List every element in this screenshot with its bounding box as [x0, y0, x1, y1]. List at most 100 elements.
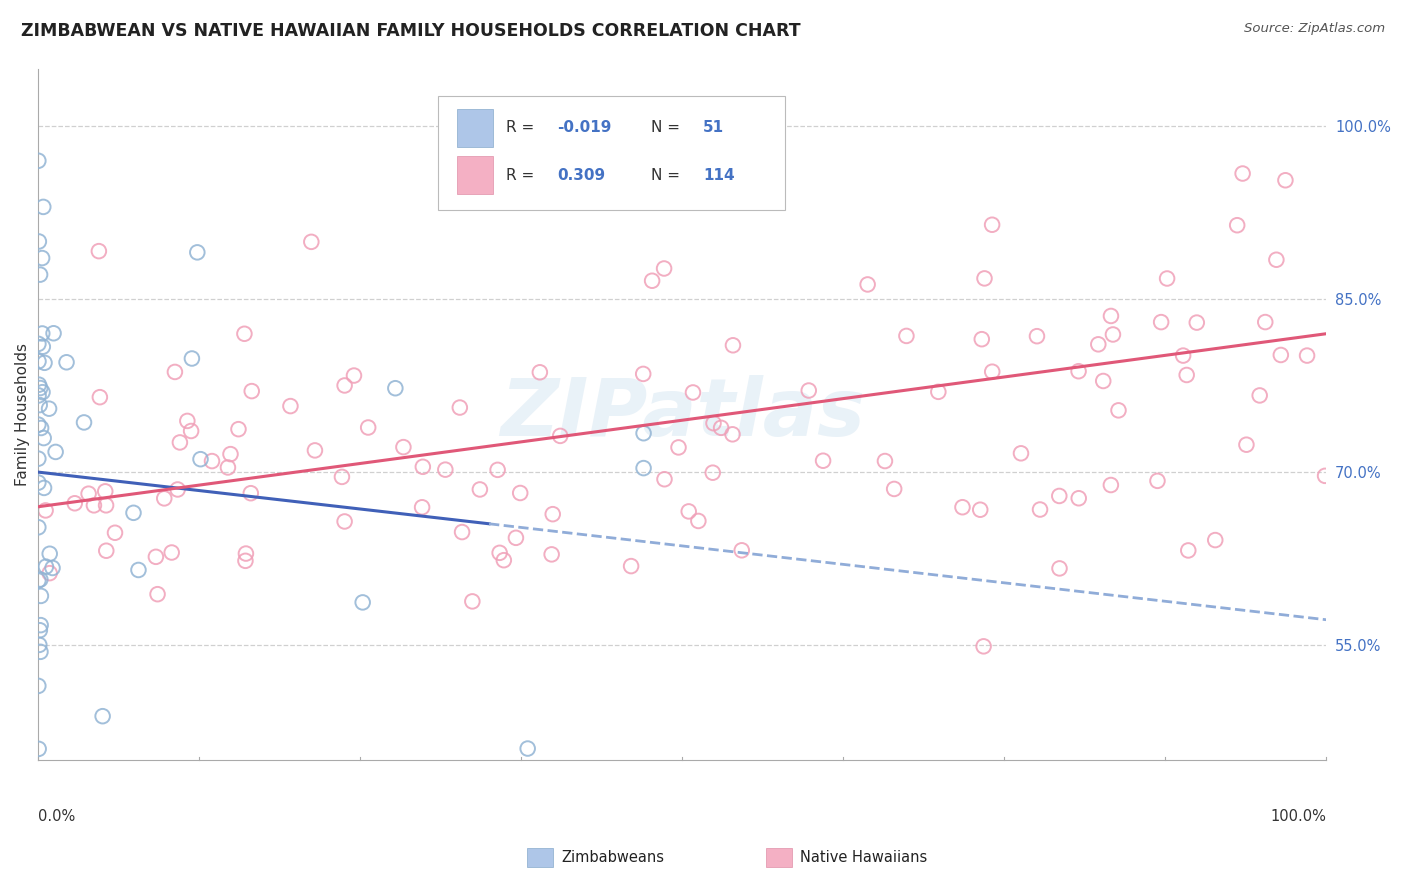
- Text: -0.019: -0.019: [557, 120, 612, 136]
- Point: [731, 543, 754, 558]
- Point: [38, 566, 60, 581]
- Point: [122, 506, 145, 520]
- Point: [228, 422, 250, 436]
- Point: [28, 377, 51, 392]
- Point: [981, 218, 1004, 232]
- Point: [28, 398, 51, 412]
- Point: [641, 274, 664, 288]
- Point: [688, 514, 710, 528]
- Point: [384, 381, 406, 395]
- Point: [509, 486, 531, 500]
- Y-axis label: Family Households: Family Households: [15, 343, 30, 486]
- Point: [166, 483, 188, 497]
- Point: [973, 271, 995, 285]
- Point: [28, 235, 51, 249]
- Point: [1175, 368, 1198, 382]
- Point: [31, 340, 53, 354]
- Point: [357, 420, 380, 434]
- Point: [94, 484, 117, 499]
- Point: [969, 502, 991, 516]
- Point: [1171, 349, 1194, 363]
- Point: [87, 244, 110, 259]
- Point: [28, 742, 51, 756]
- Point: [30, 618, 52, 632]
- Text: 114: 114: [703, 168, 734, 183]
- Point: [104, 525, 127, 540]
- Point: [42, 326, 65, 341]
- Point: [1108, 403, 1130, 417]
- Point: [180, 424, 202, 438]
- Point: [27, 520, 49, 534]
- Point: [32, 431, 55, 445]
- Point: [96, 543, 118, 558]
- Text: 51: 51: [703, 120, 724, 136]
- Point: [973, 640, 995, 654]
- Point: [1232, 167, 1254, 181]
- Point: [411, 500, 433, 515]
- Point: [32, 481, 55, 495]
- Point: [486, 463, 509, 477]
- Point: [1010, 446, 1032, 460]
- Text: R =: R =: [506, 168, 538, 183]
- Point: [89, 390, 111, 404]
- Point: [1254, 315, 1277, 329]
- Point: [548, 429, 571, 443]
- Point: [1249, 388, 1271, 402]
- Point: [30, 645, 52, 659]
- Point: [160, 545, 183, 559]
- Point: [620, 559, 643, 574]
- Point: [38, 547, 60, 561]
- Point: [1102, 327, 1125, 342]
- Point: [330, 470, 353, 484]
- Point: [146, 587, 169, 601]
- Point: [505, 531, 527, 545]
- Point: [27, 417, 49, 432]
- Point: [702, 416, 724, 430]
- Point: [392, 440, 415, 454]
- Point: [30, 268, 52, 282]
- Point: [811, 454, 834, 468]
- Point: [38, 401, 60, 416]
- Text: Native Hawaiians: Native Hawaiians: [800, 850, 928, 865]
- Point: [1177, 543, 1199, 558]
- Point: [299, 235, 322, 249]
- Point: [1049, 561, 1071, 575]
- Point: [1029, 502, 1052, 516]
- Point: [682, 385, 704, 400]
- Point: [233, 326, 256, 341]
- Text: R =: R =: [506, 120, 538, 136]
- Point: [1146, 474, 1168, 488]
- Point: [94, 498, 117, 512]
- Point: [31, 385, 53, 400]
- Point: [27, 451, 49, 466]
- Point: [343, 368, 366, 383]
- Point: [952, 500, 974, 515]
- Point: [1185, 316, 1208, 330]
- Point: [30, 589, 52, 603]
- Point: [1099, 478, 1122, 492]
- Point: [1236, 438, 1258, 452]
- Point: [873, 454, 896, 468]
- Point: [239, 486, 262, 500]
- Point: [127, 563, 149, 577]
- Point: [1047, 489, 1070, 503]
- Point: [27, 388, 49, 402]
- Text: Zimbabweans: Zimbabweans: [561, 850, 664, 865]
- Text: 0.0%: 0.0%: [38, 809, 76, 824]
- Point: [32, 200, 55, 214]
- Point: [30, 573, 52, 587]
- Point: [1099, 309, 1122, 323]
- Point: [492, 553, 515, 567]
- Point: [63, 496, 86, 510]
- Point: [240, 384, 263, 398]
- Point: [449, 401, 471, 415]
- Text: ZIPatlas: ZIPatlas: [499, 376, 865, 453]
- Point: [1313, 468, 1336, 483]
- Point: [34, 503, 56, 517]
- Point: [235, 554, 257, 568]
- Point: [451, 524, 474, 539]
- Point: [702, 466, 724, 480]
- Point: [797, 384, 820, 398]
- Point: [28, 624, 51, 638]
- Point: [333, 515, 356, 529]
